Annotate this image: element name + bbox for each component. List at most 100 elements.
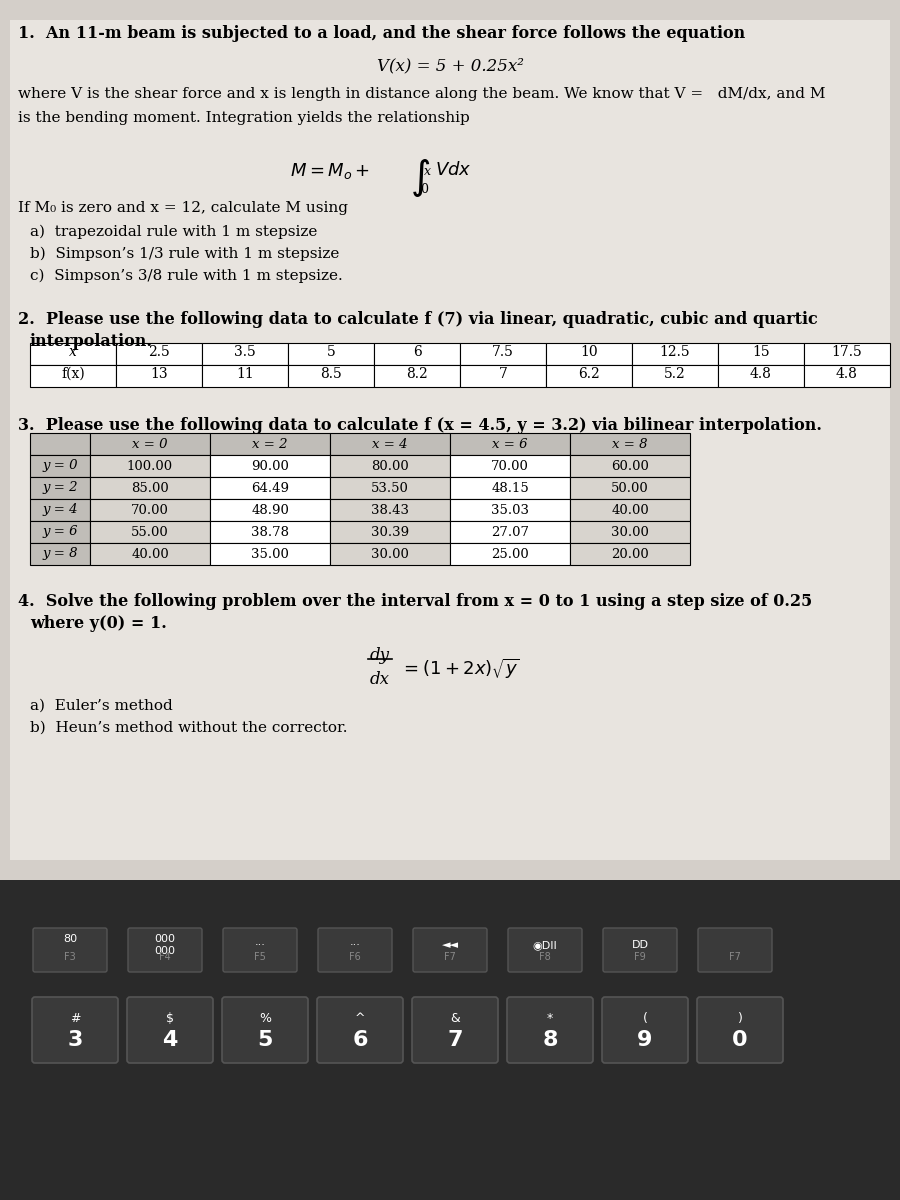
Text: 0: 0 bbox=[733, 1030, 748, 1050]
Text: 40.00: 40.00 bbox=[131, 547, 169, 560]
Text: 90.00: 90.00 bbox=[251, 460, 289, 473]
Text: 64.49: 64.49 bbox=[251, 481, 289, 494]
FancyBboxPatch shape bbox=[223, 928, 297, 972]
Bar bbox=[570, 476, 690, 499]
Text: y = 0: y = 0 bbox=[42, 460, 77, 473]
Text: F5: F5 bbox=[254, 952, 266, 962]
Text: DD: DD bbox=[632, 940, 649, 950]
Bar bbox=[30, 476, 90, 499]
Bar bbox=[90, 542, 210, 565]
Text: ◉DII: ◉DII bbox=[533, 940, 557, 950]
Text: If M₀ is zero and x = 12, calculate M using: If M₀ is zero and x = 12, calculate M us… bbox=[18, 200, 348, 215]
Text: F6: F6 bbox=[349, 952, 361, 962]
Bar bbox=[450, 476, 570, 499]
Text: $Vdx$: $Vdx$ bbox=[435, 161, 472, 179]
Text: where V is the shear force and x is length in distance along the beam. We know t: where V is the shear force and x is leng… bbox=[18, 86, 825, 101]
Bar bbox=[30, 433, 90, 455]
Text: 5: 5 bbox=[257, 1030, 273, 1050]
FancyBboxPatch shape bbox=[10, 20, 890, 860]
Text: 15: 15 bbox=[752, 346, 770, 359]
FancyBboxPatch shape bbox=[603, 928, 677, 972]
Text: $= (1 + 2x)\sqrt{y}$: $= (1 + 2x)\sqrt{y}$ bbox=[400, 658, 520, 682]
Text: 70.00: 70.00 bbox=[491, 460, 529, 473]
Text: 48.90: 48.90 bbox=[251, 504, 289, 516]
Bar bbox=[718, 365, 804, 386]
Text: x = 0: x = 0 bbox=[132, 438, 167, 450]
Text: ^: ^ bbox=[355, 1012, 365, 1025]
Text: ): ) bbox=[738, 1012, 742, 1025]
Text: F7: F7 bbox=[729, 952, 741, 962]
Text: 30.00: 30.00 bbox=[611, 526, 649, 539]
Bar bbox=[330, 455, 450, 476]
Text: $\int$: $\int$ bbox=[410, 157, 430, 199]
FancyBboxPatch shape bbox=[222, 997, 308, 1063]
Text: 40.00: 40.00 bbox=[611, 504, 649, 516]
FancyBboxPatch shape bbox=[318, 928, 392, 972]
Bar bbox=[570, 521, 690, 542]
Text: V(x) = 5 + 0.25x²: V(x) = 5 + 0.25x² bbox=[376, 56, 524, 74]
Text: 9: 9 bbox=[637, 1030, 652, 1050]
Bar bbox=[632, 343, 718, 365]
Text: 38.78: 38.78 bbox=[251, 526, 289, 539]
Bar bbox=[288, 343, 374, 365]
Text: dy: dy bbox=[370, 647, 390, 664]
Bar bbox=[804, 343, 890, 365]
Bar bbox=[30, 343, 116, 365]
Bar bbox=[330, 499, 450, 521]
Text: 17.5: 17.5 bbox=[832, 346, 862, 359]
FancyBboxPatch shape bbox=[128, 928, 202, 972]
Text: is the bending moment. Integration yields the relationship: is the bending moment. Integration yield… bbox=[18, 110, 470, 125]
Text: 35.03: 35.03 bbox=[491, 504, 529, 516]
Text: y = 6: y = 6 bbox=[42, 526, 77, 539]
Text: &: & bbox=[450, 1012, 460, 1025]
Text: ···: ··· bbox=[349, 940, 360, 950]
Text: (: ( bbox=[643, 1012, 647, 1025]
Text: 80: 80 bbox=[63, 934, 77, 955]
Text: 27.07: 27.07 bbox=[491, 526, 529, 539]
FancyBboxPatch shape bbox=[317, 997, 403, 1063]
FancyBboxPatch shape bbox=[602, 997, 688, 1063]
Text: 55.00: 55.00 bbox=[131, 526, 169, 539]
Text: 70.00: 70.00 bbox=[131, 504, 169, 516]
Text: 35.00: 35.00 bbox=[251, 547, 289, 560]
FancyBboxPatch shape bbox=[697, 997, 783, 1063]
Bar bbox=[330, 433, 450, 455]
Text: 12.5: 12.5 bbox=[660, 346, 690, 359]
Bar bbox=[450, 542, 570, 565]
Bar bbox=[450, 433, 570, 455]
Text: b)  Heun’s method without the corrector.: b) Heun’s method without the corrector. bbox=[30, 721, 347, 734]
Text: 4.  Solve the following problem over the interval from x = 0 to 1 using a step s: 4. Solve the following problem over the … bbox=[18, 593, 812, 610]
Bar bbox=[90, 499, 210, 521]
Text: F4: F4 bbox=[159, 952, 171, 962]
Text: 48.15: 48.15 bbox=[491, 481, 529, 494]
Text: ◄◄: ◄◄ bbox=[442, 940, 458, 950]
Text: y = 8: y = 8 bbox=[42, 547, 77, 560]
Bar bbox=[210, 542, 330, 565]
Text: 30.00: 30.00 bbox=[371, 547, 409, 560]
Text: 4.8: 4.8 bbox=[750, 367, 772, 382]
Text: 3.5: 3.5 bbox=[234, 346, 256, 359]
Bar bbox=[460, 343, 546, 365]
Text: 7: 7 bbox=[447, 1030, 463, 1050]
Text: 30.39: 30.39 bbox=[371, 526, 410, 539]
Text: 2.  Please use the following data to calculate f (7) via linear, quadratic, cubi: 2. Please use the following data to calc… bbox=[18, 311, 818, 328]
Text: 1.  An 11-m beam is subjected to a load, and the shear force follows the equatio: 1. An 11-m beam is subjected to a load, … bbox=[18, 25, 745, 42]
Text: 50.00: 50.00 bbox=[611, 481, 649, 494]
Text: 100.00: 100.00 bbox=[127, 460, 173, 473]
Bar bbox=[202, 343, 288, 365]
Bar bbox=[210, 455, 330, 476]
Text: F8: F8 bbox=[539, 952, 551, 962]
Text: %: % bbox=[259, 1012, 271, 1025]
Text: *: * bbox=[547, 1012, 553, 1025]
Text: where y(0) = 1.: where y(0) = 1. bbox=[30, 614, 166, 632]
Bar bbox=[30, 365, 116, 386]
Bar bbox=[330, 521, 450, 542]
Text: 8.5: 8.5 bbox=[320, 367, 342, 382]
Bar bbox=[718, 343, 804, 365]
Text: 38.43: 38.43 bbox=[371, 504, 409, 516]
FancyBboxPatch shape bbox=[32, 997, 118, 1063]
Text: 6.2: 6.2 bbox=[578, 367, 600, 382]
Text: #: # bbox=[70, 1012, 80, 1025]
Bar bbox=[570, 499, 690, 521]
Text: 000
000: 000 000 bbox=[155, 934, 176, 955]
